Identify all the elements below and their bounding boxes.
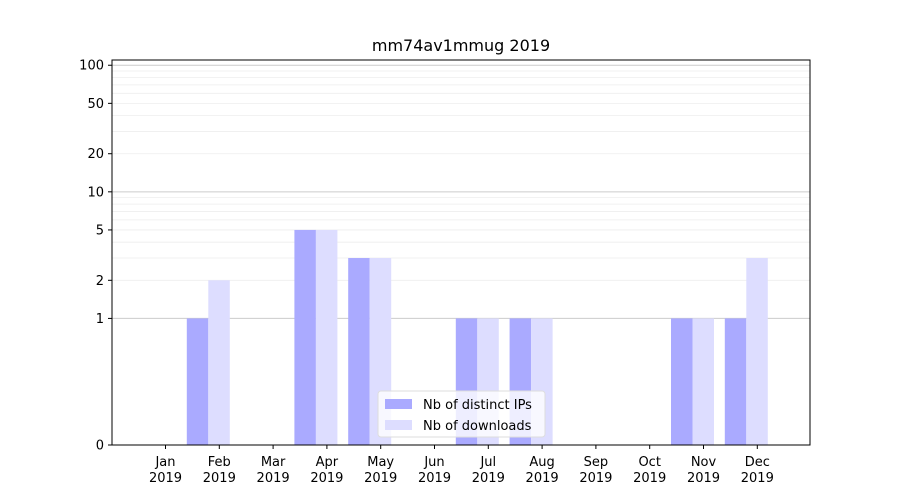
legend-swatch	[385, 420, 412, 430]
legend: Nb of distinct IPs Nb of downloads	[377, 390, 546, 438]
x-tick-label-month: Feb	[208, 455, 231, 470]
y-tick-label: 5	[96, 223, 104, 238]
x-tick-label-year: 2019	[364, 471, 397, 486]
axes-frame	[111, 59, 811, 446]
x-tick-label-year: 2019	[472, 471, 505, 486]
x-tick-label-month: Jun	[423, 455, 444, 470]
x-tick-label-month: Sep	[584, 455, 609, 470]
y-tick-label: 100	[79, 59, 104, 74]
x-tick-label-year: 2019	[526, 471, 559, 486]
x-tick-label-month: Aug	[529, 455, 554, 470]
bar-downloads	[746, 258, 768, 445]
x-tick-label-year: 2019	[203, 471, 236, 486]
x-axis: Jan2019Feb2019Mar2019Apr2019May2019Jun20…	[149, 445, 774, 486]
legend-box	[377, 390, 546, 438]
bar-downloads	[315, 229, 338, 445]
x-tick-label-year: 2019	[687, 471, 720, 486]
bar-downloads	[692, 318, 714, 445]
x-tick-label-month: May	[367, 455, 394, 470]
x-tick-label-month: Mar	[261, 455, 286, 470]
bar-distinct-ips	[186, 318, 209, 445]
bar-downloads	[208, 280, 230, 445]
x-tick-label-year: 2019	[310, 471, 343, 486]
x-tick-label-month: Oct	[638, 455, 660, 470]
x-tick-label-month: Nov	[691, 455, 717, 470]
x-tick-label-year: 2019	[741, 471, 774, 486]
y-tick-label: 2	[96, 274, 104, 289]
bar-distinct-ips	[671, 318, 693, 445]
y-tick-label: 50	[87, 97, 104, 112]
y-tick-label: 1	[96, 312, 104, 327]
y-tick-label: 20	[87, 147, 104, 162]
x-tick-label-year: 2019	[257, 471, 290, 486]
y-tick-label: 0	[96, 439, 104, 454]
chart-title: mm74av1mmug 2019	[372, 36, 550, 55]
x-tick-label-year: 2019	[149, 471, 182, 486]
legend-label: Nb of distinct IPs	[423, 398, 532, 413]
x-tick-label-year: 2019	[418, 471, 451, 486]
y-tick-label: 10	[87, 185, 104, 200]
legend-label: Nb of downloads	[423, 419, 532, 434]
x-tick-label-month: Dec	[745, 455, 770, 470]
y-axis: 0 1 2 5 10 20 50 100	[79, 59, 112, 454]
x-tick-label-year: 2019	[633, 471, 666, 486]
legend-swatch	[385, 399, 412, 409]
x-tick-label-month: Jul	[479, 455, 496, 470]
x-tick-label-month: Jan	[154, 455, 175, 470]
bar-distinct-ips	[724, 318, 747, 445]
x-tick-label-month: Apr	[316, 455, 339, 470]
x-tick-label-year: 2019	[579, 471, 612, 486]
bar-distinct-ips	[348, 258, 370, 445]
bar-distinct-ips	[294, 229, 316, 445]
